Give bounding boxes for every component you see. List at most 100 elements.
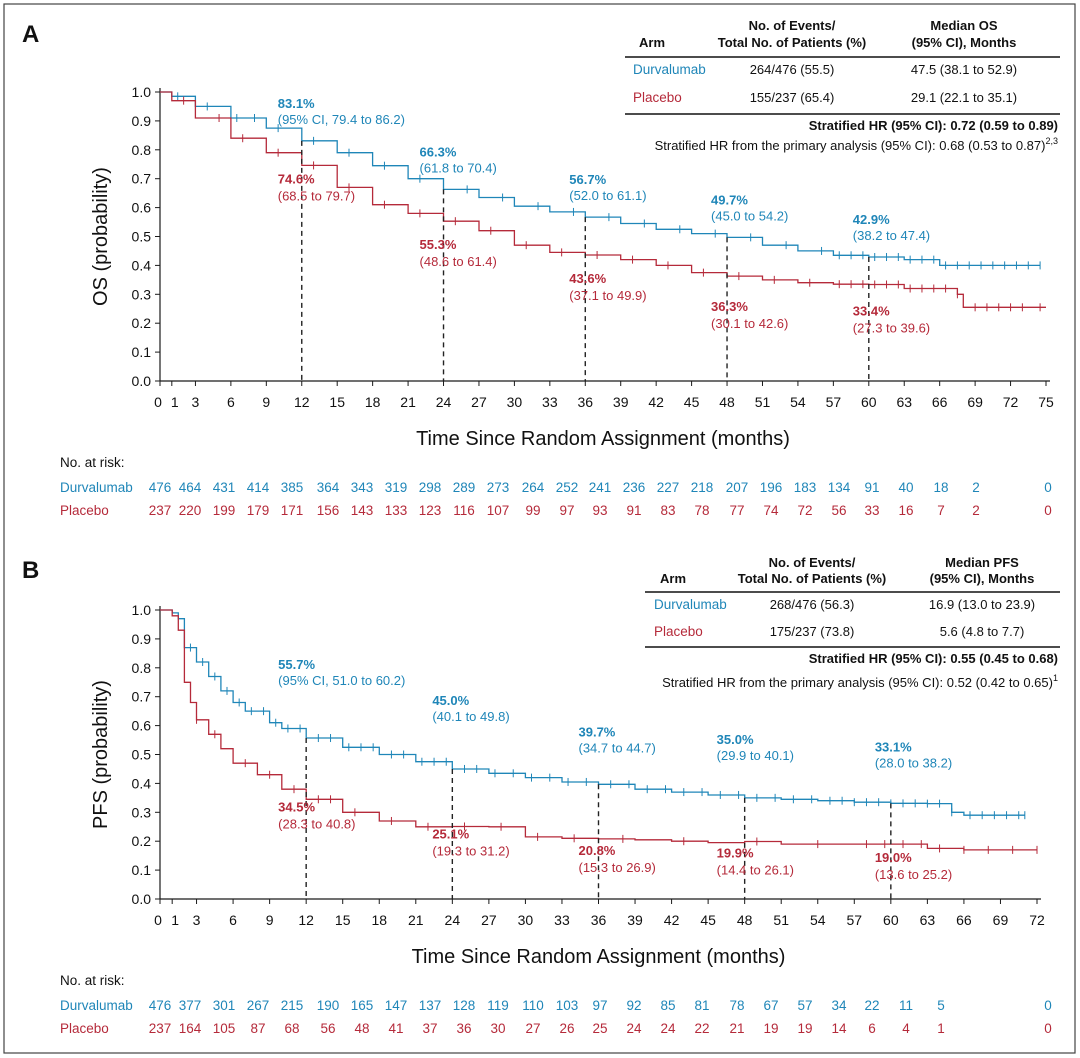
x-tick-label: 42 — [664, 912, 680, 928]
risk-count-placebo: 97 — [559, 503, 574, 518]
risk-row-label-durvalumab: Durvalumab — [60, 480, 133, 495]
x-tick-label: 27 — [471, 394, 487, 410]
x-tick-label: 30 — [507, 394, 523, 410]
landmark-placebo-pct: 19.0% — [875, 850, 912, 865]
risk-count-placebo: 7 — [937, 503, 945, 518]
x-tick-label: 15 — [329, 394, 345, 410]
risk-count-durvalumab: 5 — [937, 998, 945, 1013]
km-curve-durvalumab — [160, 609, 1025, 816]
risk-count-durvalumab: 11 — [899, 998, 913, 1013]
x-tick-label: 21 — [408, 912, 424, 928]
risk-count-placebo: 6 — [868, 1021, 876, 1036]
landmark-placebo-pct: 36.3% — [711, 299, 748, 314]
primary-analysis-hr: Stratified HR from the primary analysis … — [662, 673, 1058, 690]
landmark-placebo-pct: 19.9% — [717, 845, 754, 860]
landmark-placebo-ci: (27.3 to 39.6) — [853, 320, 930, 335]
landmark-durvalumab-ci: (28.0 to 38.2) — [875, 755, 952, 770]
table-events-value: 264/476 (55.5) — [750, 62, 835, 77]
risk-count-durvalumab: 207 — [726, 480, 749, 495]
landmark-placebo-pct: 55.3% — [420, 237, 457, 252]
risk-count-durvalumab: 18 — [933, 480, 948, 495]
table-arm-durvalumab: Durvalumab — [654, 597, 727, 612]
risk-count-placebo: 33 — [864, 503, 879, 518]
table-header-events-1: No. of Events/ — [749, 18, 836, 33]
risk-count-placebo: 26 — [559, 1021, 574, 1036]
y-tick-label: 0.7 — [132, 689, 152, 705]
landmark-placebo-ci: (19.3 to 31.2) — [432, 843, 509, 858]
x-axis-title: Time Since Random Assignment (months) — [412, 946, 786, 968]
x-tick-label: 66 — [956, 912, 972, 928]
risk-count-durvalumab: 264 — [522, 480, 545, 495]
landmark-durvalumab-ci: (34.7 to 44.7) — [579, 740, 656, 755]
km-curve-placebo — [160, 609, 1037, 851]
landmark-durvalumab-pct: 33.1% — [875, 739, 912, 754]
risk-count-durvalumab: 128 — [453, 998, 476, 1013]
risk-count-placebo: 179 — [247, 503, 270, 518]
risk-count-placebo: 2 — [972, 503, 980, 518]
primary-analysis-hr: Stratified HR from the primary analysis … — [655, 136, 1058, 153]
risk-count-placebo: 14 — [831, 1021, 847, 1036]
y-tick-label: 0.1 — [132, 862, 152, 878]
x-tick-label: 9 — [266, 912, 274, 928]
landmark-placebo-pct: 74.6% — [278, 171, 315, 186]
risk-count-durvalumab: 414 — [247, 480, 270, 495]
risk-count-placebo: 77 — [729, 503, 744, 518]
risk-count-placebo: 74 — [763, 503, 779, 518]
x-tick-label: 66 — [932, 394, 948, 410]
x-tick-label: 30 — [518, 912, 534, 928]
landmark-placebo-ci: (14.4 to 26.1) — [717, 862, 794, 877]
x-tick-label: 45 — [684, 394, 700, 410]
x-tick-label: 69 — [993, 912, 1009, 928]
risk-count-durvalumab: 110 — [522, 998, 544, 1013]
risk-count-durvalumab: 119 — [487, 998, 509, 1013]
x-tick-label: 9 — [262, 394, 270, 410]
risk-count-placebo: 1 — [937, 1021, 945, 1036]
landmark-placebo-ci: (48.6 to 61.4) — [420, 254, 497, 269]
landmark-placebo-ci: (37.1 to 49.9) — [569, 288, 646, 303]
y-tick-label: 0.0 — [132, 373, 152, 389]
risk-count-placebo: 19 — [797, 1021, 812, 1036]
x-tick-label: 12 — [294, 394, 310, 410]
risk-count-placebo: 123 — [419, 503, 442, 518]
risk-count-durvalumab: 364 — [317, 480, 340, 495]
y-tick-label: 0.3 — [132, 286, 152, 302]
table-header-median-1: Median OS — [930, 18, 998, 33]
y-tick-label: 0.6 — [132, 718, 152, 734]
risk-count-durvalumab: 134 — [828, 480, 851, 495]
x-tick-label: 6 — [229, 912, 237, 928]
risk-count-durvalumab: 241 — [589, 480, 612, 495]
table-median-value: 5.6 (4.8 to 7.7) — [940, 624, 1025, 639]
risk-count-placebo: 19 — [763, 1021, 778, 1036]
risk-count-durvalumab: 67 — [763, 998, 778, 1013]
y-tick-label: 0.7 — [132, 171, 152, 187]
risk-count-placebo: 21 — [729, 1021, 744, 1036]
risk-count-placebo: 56 — [320, 1021, 335, 1036]
table-header-arm: Arm — [639, 35, 665, 50]
x-tick-label: 75 — [1038, 394, 1054, 410]
table-header-events-2: Total No. of Patients (%) — [738, 571, 887, 586]
x-tick-label: 24 — [445, 912, 461, 928]
y-tick-label: 0.6 — [132, 200, 152, 216]
hazard-ratio-value: 0.72 (0.59 to 0.89) — [950, 118, 1058, 133]
y-tick-label: 1.0 — [132, 602, 152, 618]
risk-count-placebo: 133 — [385, 503, 408, 518]
risk-count-durvalumab: 252 — [556, 480, 579, 495]
panel-letter: B — [22, 557, 39, 584]
risk-count-placebo: 68 — [284, 1021, 299, 1036]
risk-count-placebo: 24 — [660, 1021, 676, 1036]
x-tick-label: 72 — [1003, 394, 1019, 410]
risk-count-durvalumab: 227 — [657, 480, 680, 495]
risk-count-durvalumab: 385 — [281, 480, 304, 495]
y-tick-label: 0.8 — [132, 660, 152, 676]
landmark-placebo-ci: (15.3 to 26.9) — [579, 860, 656, 875]
risk-count-placebo: 41 — [388, 1021, 403, 1036]
y-tick-label: 1.0 — [132, 84, 152, 100]
primary-analysis-superscript: 1 — [1053, 673, 1058, 683]
risk-count-placebo: 199 — [213, 503, 236, 518]
figure-frame — [3, 3, 1076, 1054]
risk-count-placebo: 83 — [660, 503, 675, 518]
risk-count-durvalumab: 377 — [179, 998, 202, 1013]
risk-count-placebo: 87 — [250, 1021, 265, 1036]
risk-count-placebo: 0 — [1044, 1021, 1052, 1036]
